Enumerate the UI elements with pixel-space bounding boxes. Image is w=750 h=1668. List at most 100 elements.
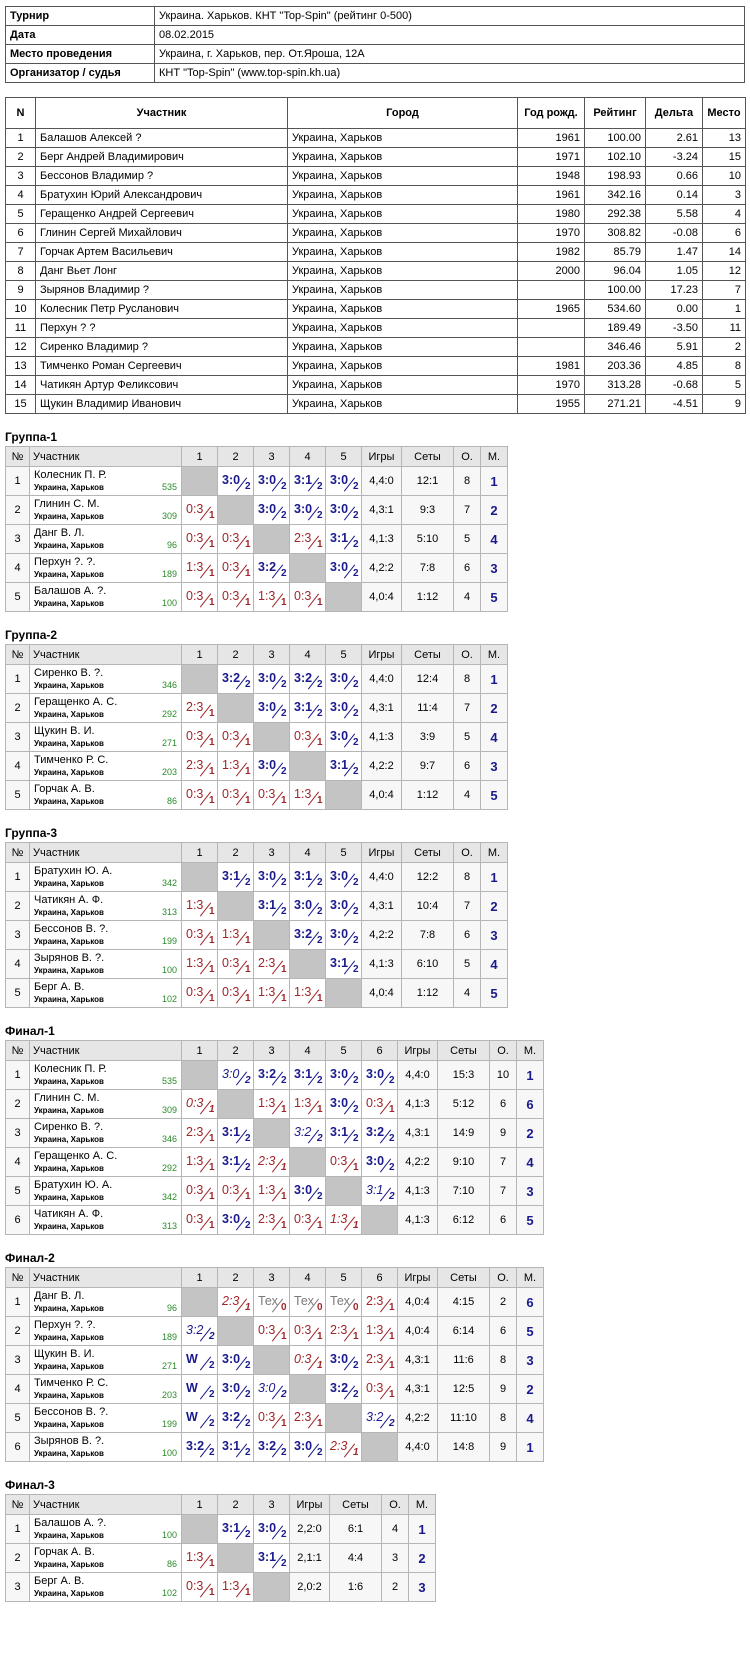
info-row: Турнир Украина. Харьков. КНТ "Top-Spin" (… xyxy=(5,6,745,26)
score: 2:3 xyxy=(258,956,276,970)
result-cell: 0:3 1 xyxy=(289,1316,326,1346)
column-header: 2 xyxy=(217,842,254,863)
place: 3 xyxy=(516,1176,544,1206)
participant-cell: Украина, Харьков xyxy=(287,356,518,376)
games: 4,1:3 xyxy=(397,1205,438,1235)
result: 2:3 1 xyxy=(218,1288,253,1316)
diagonal-cell xyxy=(217,1089,254,1119)
score: 3:0 xyxy=(258,671,277,685)
player-city: Украина, Харьков xyxy=(34,512,104,521)
score: 3:0 xyxy=(330,898,349,912)
points: 5 xyxy=(453,524,481,554)
participant-cell xyxy=(517,337,585,357)
group-body: 1 Колесник П. Р. Украина, Харьков 535 3:0 2 3:… xyxy=(5,1060,544,1235)
result-cell: 3:0 2 xyxy=(325,1060,362,1090)
match-points: 1 xyxy=(209,1587,215,1598)
row-number: 4 xyxy=(5,751,30,781)
result-cell: 1:3 1 xyxy=(325,1205,362,1235)
result-cell: 3:2 2 xyxy=(289,1118,326,1148)
participant-cell: 6 xyxy=(702,223,746,243)
games: 4,2:2 xyxy=(361,751,402,781)
player-cell: Данг В. Л. Украина, Харьков 96 xyxy=(29,524,182,554)
points: 7 xyxy=(489,1147,517,1177)
result: 3:0 2 xyxy=(362,1061,397,1089)
score: 0:3 xyxy=(366,1096,384,1110)
column-header: 2 xyxy=(217,644,254,665)
score: 3:1 xyxy=(294,1067,313,1081)
diagonal-cell xyxy=(289,949,326,979)
row-number: 4 xyxy=(5,553,30,583)
column-header: Игры xyxy=(361,842,402,863)
player-city: Украина, Харьков xyxy=(34,1333,104,1342)
player-wrap: Бессонов В. ?. Украина, Харьков 199 xyxy=(30,921,181,949)
result: 3:1 2 xyxy=(290,467,325,495)
player-wrap: Чатикян А. Ф. Украина, Харьков 313 xyxy=(30,892,181,920)
result: 0:3 1 xyxy=(218,979,253,1007)
info-value: Украина, г. Харьков, пер. От.Яроша, 12А xyxy=(154,44,745,64)
result: 1:3 1 xyxy=(218,752,253,780)
games: 4,4:0 xyxy=(361,862,402,892)
score: 3:0 xyxy=(258,502,277,516)
result-cell: 1:3 1 xyxy=(289,978,326,1008)
score: 0:3 xyxy=(294,1352,312,1366)
score: 1:3 xyxy=(186,1550,204,1564)
score: 1:3 xyxy=(186,898,204,912)
result: 0:3 1 xyxy=(362,1090,397,1118)
player-rating: 203 xyxy=(161,1390,177,1400)
diagonal-cell xyxy=(361,1205,398,1235)
column-header: О. xyxy=(489,1267,517,1288)
group-table: № Участник 1 2 3 4 5 6 Игры Сеты О. М. 1 Колесник П. … xyxy=(5,1040,544,1235)
player-city: Украина, Харьков xyxy=(34,1362,104,1371)
participant-cell: 12 xyxy=(5,337,36,357)
score: 3:1 xyxy=(330,1125,349,1139)
result: 3:1 2 xyxy=(326,1119,361,1147)
match-points: 2 xyxy=(353,568,359,579)
games: 4,4:0 xyxy=(397,1432,438,1462)
row-number: 2 xyxy=(5,495,30,525)
participant-cell: 12 xyxy=(702,261,746,281)
games: 4,4:0 xyxy=(397,1060,438,1090)
match-points: 1 xyxy=(245,737,251,748)
column-header: № xyxy=(5,1267,30,1288)
result: 3:2 2 xyxy=(326,1375,361,1403)
result-cell: 0:3 1 xyxy=(181,1205,218,1235)
column-header: 5 xyxy=(325,842,362,863)
score: 1:3 xyxy=(186,956,204,970)
row-number: 5 xyxy=(5,1176,30,1206)
participant-cell: 1 xyxy=(702,299,746,319)
participant-cell: 1970 xyxy=(517,223,585,243)
player-wrap: Сиренко В. ?. Украина, Харьков 346 xyxy=(30,1119,181,1147)
group-row: 3 Берг А. В. Украина, Харьков 102 0:3 1 1:3 1 2,… xyxy=(5,1572,436,1602)
games: 4,2:2 xyxy=(397,1147,438,1177)
column-header: М. xyxy=(516,1267,544,1288)
result-cell: 2:3 1 xyxy=(181,1118,218,1148)
participant-cell: Украина, Харьков xyxy=(287,185,518,205)
result: 0:3 1 xyxy=(182,1090,217,1118)
games: 4,3:1 xyxy=(361,693,402,723)
group-section: Группа-2 № Участник 1 2 3 4 5 Игры Сеты О. М. 1 Сирен… xyxy=(5,628,745,810)
match-points: 2 xyxy=(245,1075,251,1086)
result: 2:3 1 xyxy=(326,1433,361,1461)
player-name: Перхун ?. ?. xyxy=(34,1319,96,1331)
player-rating: 96 xyxy=(166,1303,177,1313)
score: 1:3 xyxy=(258,1096,276,1110)
participant-cell: 1965 xyxy=(517,299,585,319)
place: 3 xyxy=(480,751,508,781)
games: 4,1:3 xyxy=(361,949,402,979)
sets: 1:12 xyxy=(401,780,454,810)
diagonal-cell xyxy=(217,891,254,921)
points: 7 xyxy=(453,495,481,525)
result-cell: 2:3 1 xyxy=(325,1432,362,1462)
diagonal-cell xyxy=(181,1287,218,1317)
result: 1:3 1 xyxy=(254,1090,289,1118)
column-header: О. xyxy=(489,1040,517,1061)
match-points: 1 xyxy=(209,964,215,975)
player-rating: 96 xyxy=(166,540,177,550)
match-points: 2 xyxy=(209,1447,215,1458)
result-cell: 0:3 1 xyxy=(289,722,326,752)
result-cell: 0:3 1 xyxy=(289,1205,326,1235)
participant-cell: 3 xyxy=(5,166,36,186)
group-row: 2 Перхун ?. ?. Украина, Харьков 189 3:2 2 0:3 1… xyxy=(5,1316,544,1346)
column-header: 3 xyxy=(253,446,290,467)
result-cell: 0:3 1 xyxy=(361,1374,398,1404)
